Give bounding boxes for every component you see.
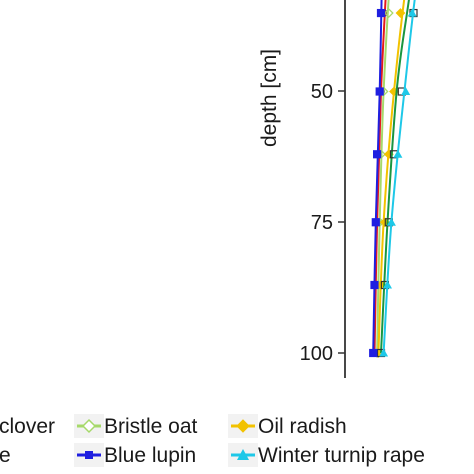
data-point-blue-lupin-4 bbox=[373, 150, 382, 159]
data-point-blue-lupin-3 bbox=[375, 87, 384, 96]
y-axis-title: depth [cm] bbox=[258, 49, 281, 147]
data-point-winter-turnip-rape-2 bbox=[407, 8, 417, 17]
data-point-blue-lupin-5 bbox=[371, 218, 380, 227]
legend-label-clover: clover bbox=[0, 415, 55, 438]
plot-area bbox=[369, 0, 418, 358]
legend-key-oil-radish bbox=[228, 414, 258, 438]
y-tick-label-75: 75 bbox=[311, 212, 333, 234]
y-tick-label-50: 50 bbox=[311, 81, 333, 103]
legend: clover Bristle oat Oil radish e Blue lup… bbox=[0, 414, 425, 467]
legend-label-blue-lupin: Blue lupin bbox=[104, 444, 196, 467]
data-point-winter-turnip-rape-5 bbox=[386, 217, 396, 226]
data-point-winter-turnip-rape-4 bbox=[393, 149, 403, 158]
legend-label-bristle-oat: Bristle oat bbox=[104, 415, 198, 438]
legend-key-bristle-oat bbox=[74, 414, 104, 438]
series-winter-turnip-rape bbox=[379, 0, 417, 357]
series-line-winter-turnip-rape bbox=[382, 0, 416, 354]
axis-layer: 50 75 100 depth [cm] bbox=[258, 0, 346, 378]
legend-label-e: e bbox=[0, 444, 11, 467]
legend-label-winter-turnip-rape: Winter turnip rape bbox=[258, 444, 425, 467]
data-point-bristle-oat-2 bbox=[383, 8, 394, 18]
series-blue-lupin bbox=[369, 0, 386, 358]
data-point-winter-turnip-rape-7 bbox=[379, 348, 389, 357]
series-e bbox=[376, 0, 418, 358]
legend-label-oil-radish: Oil radish bbox=[258, 415, 347, 438]
data-point-blue-lupin-7 bbox=[369, 348, 378, 358]
data-point-blue-lupin-6 bbox=[370, 280, 379, 290]
data-point-winter-turnip-rape-6 bbox=[383, 280, 392, 289]
data-point-winter-turnip-rape-3 bbox=[401, 87, 411, 95]
data-point-blue-lupin-2 bbox=[376, 8, 386, 18]
series-line-e bbox=[380, 0, 410, 354]
data-point-oil-radish-2 bbox=[395, 8, 406, 18]
legend-key-blue-lupin bbox=[74, 443, 104, 467]
y-tick-label-100: 100 bbox=[300, 343, 333, 365]
legend-key-winter-turnip-rape bbox=[228, 443, 258, 467]
